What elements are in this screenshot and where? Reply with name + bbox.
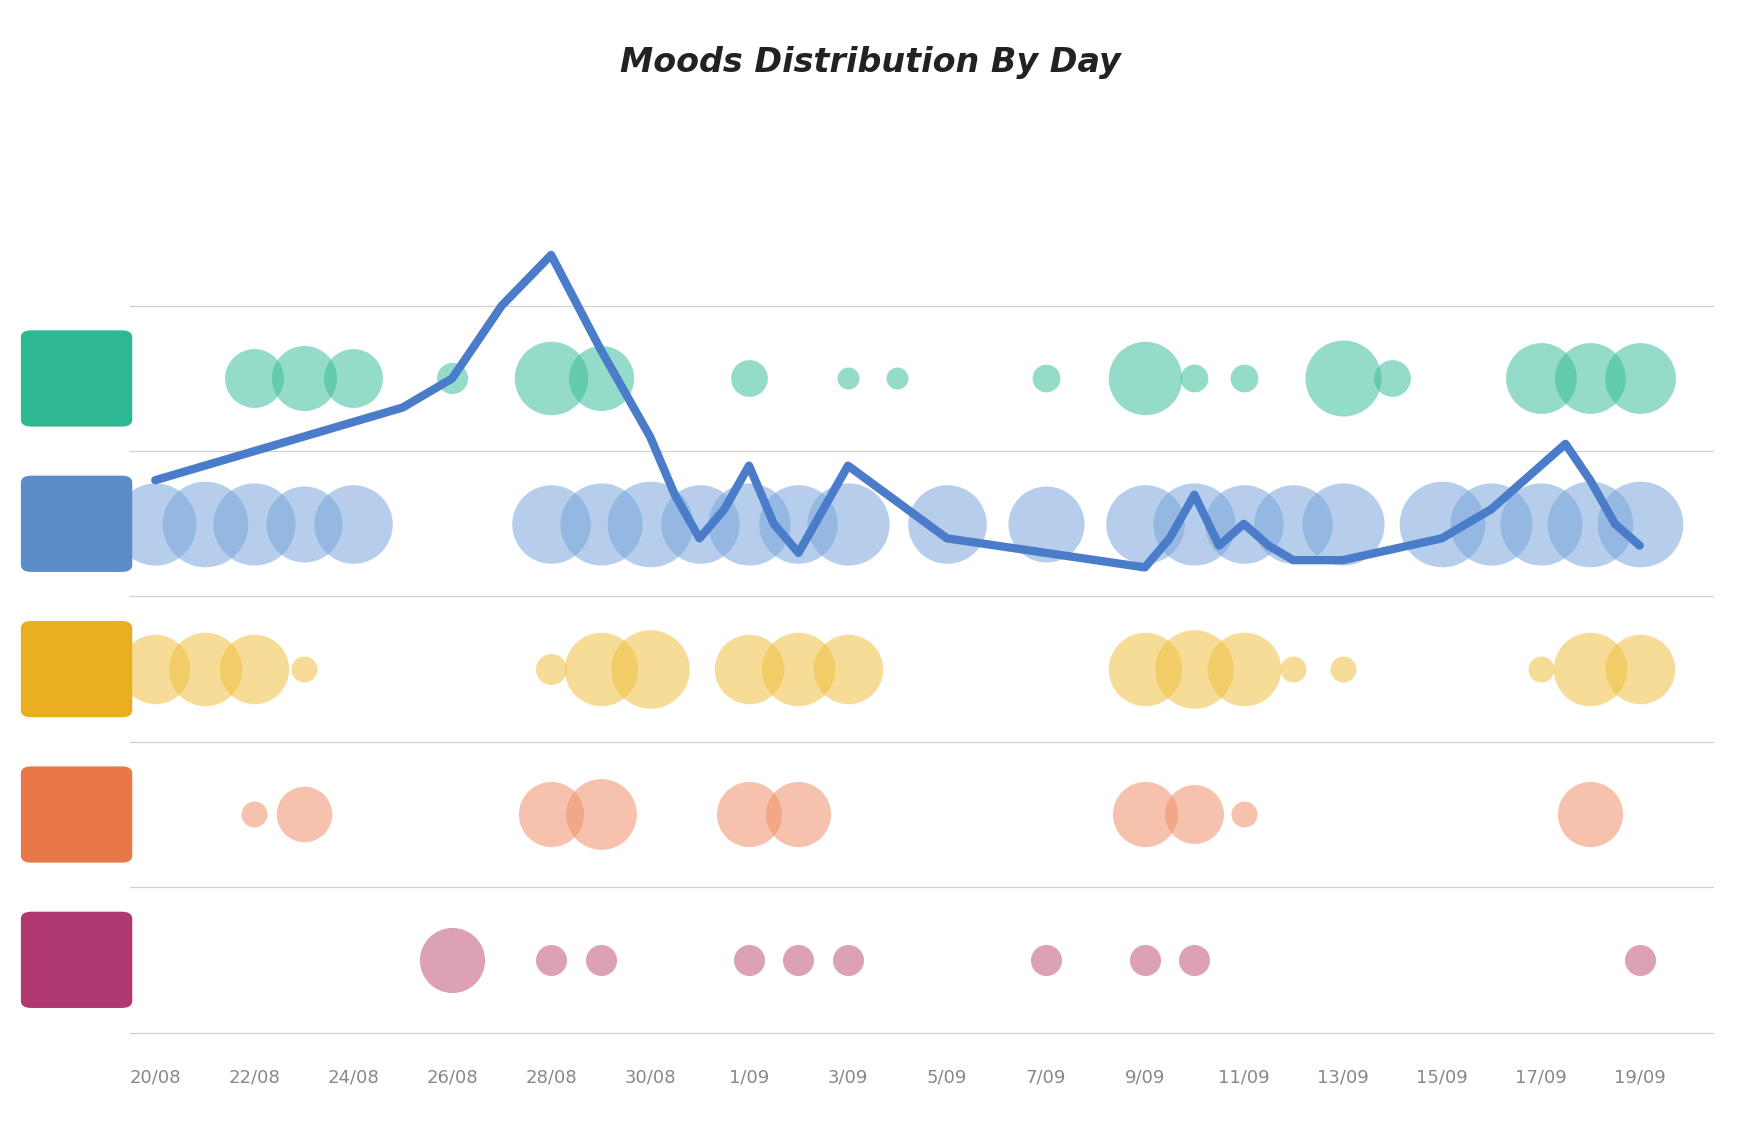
Point [1428,515,1456,533]
Point [290,369,318,387]
Point [537,806,565,824]
Point [290,660,318,678]
Point [1278,515,1306,533]
Point [1130,951,1158,970]
Point [1329,369,1356,387]
Point [290,515,318,533]
Point [1525,660,1553,678]
Point [1031,515,1059,533]
Point [833,660,861,678]
Point [734,369,762,387]
Point [1179,515,1207,533]
Point [438,951,466,970]
Point [77,794,104,813]
Point [141,515,169,533]
Point [77,503,104,521]
Point [1377,369,1405,387]
Point [49,940,77,958]
Point [240,515,268,533]
Point [49,358,77,376]
Point [537,660,565,678]
Point [1031,951,1059,970]
Point [1329,515,1356,533]
Point [734,806,762,824]
Point [537,951,565,970]
Point [1329,660,1356,678]
Point [685,515,713,533]
Point [1130,660,1158,678]
Point [1624,951,1652,970]
Point [1525,515,1553,533]
Point [833,369,861,387]
Point [734,660,762,678]
Point [833,515,861,533]
Point [537,515,565,533]
Point [339,369,367,387]
Point [784,806,812,824]
Point [191,515,219,533]
Point [1229,369,1257,387]
Point [77,358,104,376]
Point [1179,369,1207,387]
Point [1576,515,1603,533]
Point [1229,660,1257,678]
Point [883,369,911,387]
Point [1576,660,1603,678]
Point [339,515,367,533]
Point [734,951,762,970]
Point [240,660,268,678]
Point [586,660,614,678]
Point [1624,369,1652,387]
Point [784,515,812,533]
Point [586,806,614,824]
Point [1130,806,1158,824]
Point [1278,660,1306,678]
Point [1624,515,1652,533]
Point [1229,515,1257,533]
Point [784,660,812,678]
Point [784,951,812,970]
Point [49,649,77,667]
Point [1179,806,1207,824]
Point [77,940,104,958]
Point [1130,515,1158,533]
Point [49,794,77,813]
Point [734,515,762,533]
Point [49,503,77,521]
Point [1624,660,1652,678]
Point [141,660,169,678]
Point [438,369,466,387]
Point [1576,369,1603,387]
Point [1031,369,1059,387]
Point [1476,515,1504,533]
Point [1229,806,1257,824]
Point [240,369,268,387]
Point [586,515,614,533]
Point [537,369,565,387]
Point [833,951,861,970]
Point [1576,806,1603,824]
Point [636,515,664,533]
Point [1179,660,1207,678]
Point [290,806,318,824]
Point [586,369,614,387]
Point [77,649,104,667]
Point [636,660,664,678]
Point [1179,951,1207,970]
Point [586,951,614,970]
Point [1525,369,1553,387]
Text: Moods Distribution By Day: Moods Distribution By Day [619,46,1120,79]
Point [1130,369,1158,387]
Point [932,515,960,533]
Point [240,806,268,824]
Point [191,660,219,678]
